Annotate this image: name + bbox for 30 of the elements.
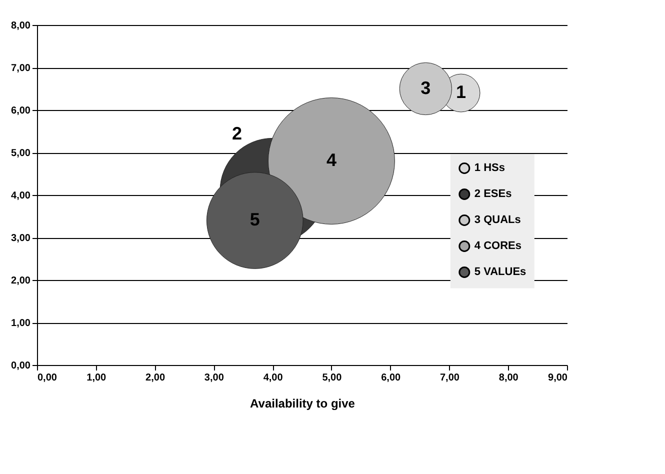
x-tick-label: 7,00 xyxy=(440,372,460,384)
x-tick-label: 8,00 xyxy=(498,372,519,384)
y-tick-label: 4,00 xyxy=(11,190,31,202)
y-tick-label: 2,00 xyxy=(11,276,31,286)
x-tick-label: 0,00 xyxy=(38,372,58,384)
y-tick-label: 7,00 xyxy=(11,63,31,74)
annotation: 2 xyxy=(232,123,242,144)
y-tick-label: 8,00 xyxy=(11,20,31,32)
annotation: 5 xyxy=(250,210,260,230)
x-tick-label: 6,00 xyxy=(381,372,401,384)
x-tick-label: 9,00 xyxy=(548,372,568,384)
x-tick-label: 5,00 xyxy=(322,372,342,384)
annotation: 3 xyxy=(420,78,431,98)
legend-label: 5 VALUEs xyxy=(474,266,526,278)
y-tick-label: 6,00 xyxy=(11,106,31,116)
x-tick-label: 2,00 xyxy=(146,372,166,384)
x-axis-title: Availability to give xyxy=(250,396,356,410)
x-tick-label: 1,00 xyxy=(86,372,107,384)
x-tick-label: 4,00 xyxy=(263,372,284,384)
y-tick-label: 5,00 xyxy=(11,148,31,159)
y-tick-label: 3,00 xyxy=(11,233,31,244)
legend-label: 4 COREs xyxy=(474,240,522,252)
y-tick-label: 0,00 xyxy=(11,360,31,372)
annotation: 4 xyxy=(326,150,336,170)
annotation: 1 xyxy=(456,82,466,102)
legend-label: 3 QUALs xyxy=(474,214,521,226)
legend-label: 2 ESEs xyxy=(474,188,512,200)
legend-label: 1 HSs xyxy=(474,162,505,174)
x-tick-label: 3,00 xyxy=(204,372,224,384)
y-tick-label: 1,00 xyxy=(11,318,31,329)
